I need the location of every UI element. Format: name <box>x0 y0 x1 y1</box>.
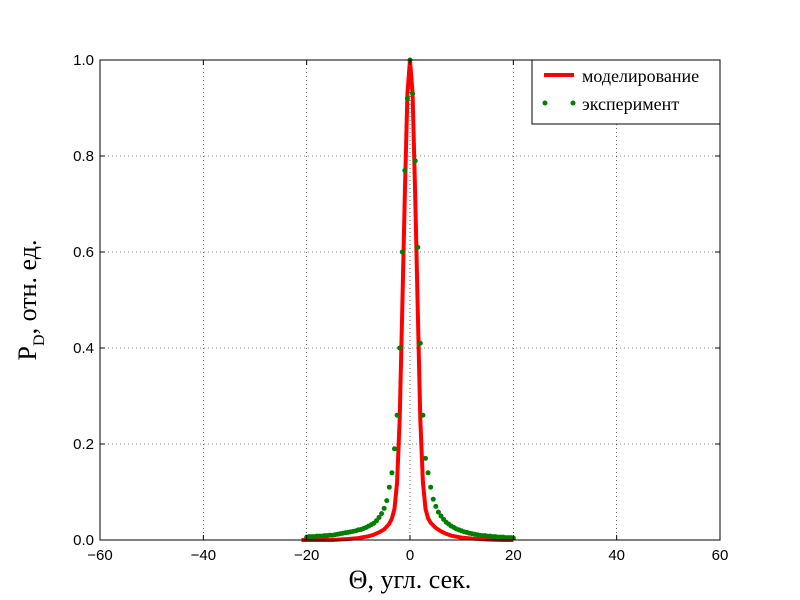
data-point <box>397 345 403 351</box>
data-point <box>417 340 423 346</box>
data-point <box>425 470 431 476</box>
data-point <box>435 509 441 515</box>
series-points-experiment <box>304 57 516 541</box>
data-point <box>389 470 395 476</box>
data-point <box>399 249 405 255</box>
data-point <box>394 412 400 418</box>
x-tick-label: 0 <box>406 547 414 564</box>
legend-dot-swatch <box>570 100 576 106</box>
y-tick-label: 0.2 <box>73 436 94 453</box>
legend-dot-swatch <box>542 100 548 106</box>
x-axis-symbol: Θ <box>349 565 368 594</box>
x-tick-label: −20 <box>294 547 319 564</box>
data-point <box>428 484 434 490</box>
data-point <box>392 446 397 452</box>
y-tick-label: 1.0 <box>73 52 94 69</box>
x-tick-label: 40 <box>608 547 625 564</box>
legend: моделирование эксперимент <box>531 59 721 125</box>
x-axis-text: , угл. сек. <box>367 565 471 594</box>
data-point <box>420 412 426 418</box>
x-tick-label: 60 <box>712 547 729 564</box>
y-tick-label: 0.6 <box>73 244 94 261</box>
y-tick-label: 0.4 <box>73 340 94 357</box>
data-point <box>402 167 408 173</box>
y-axis-label: PD, отн. ед. <box>13 240 48 361</box>
x-axis-label: Θ, угл. сек. <box>349 565 472 594</box>
grid <box>100 60 720 540</box>
data-point <box>379 511 385 517</box>
data-point <box>412 158 418 164</box>
series-line-model <box>301 58 514 542</box>
data-point <box>433 503 439 509</box>
data-point <box>381 505 387 511</box>
y-axis-text: , отн. ед. <box>13 240 42 335</box>
data-point <box>404 95 410 101</box>
data-point <box>430 496 436 502</box>
legend-label-experiment: эксперимент <box>582 94 679 114</box>
data-point <box>386 484 392 490</box>
data-point <box>415 244 421 250</box>
ticks: −60 −40 −20 0 20 40 60 0.0 0.2 0.4 0.6 0.8 1.0 <box>73 52 728 564</box>
data-point <box>423 455 428 461</box>
legend-box <box>531 59 721 125</box>
data-point <box>410 91 416 97</box>
y-tick-label: 0.8 <box>73 148 94 165</box>
x-tick-label: 20 <box>505 547 522 564</box>
y-axis-symbol: P <box>13 346 42 360</box>
data-point <box>376 514 382 520</box>
y-tick-label: 0.0 <box>73 532 94 549</box>
x-tick-label: −60 <box>87 547 112 564</box>
x-tick-label: −40 <box>191 547 216 564</box>
series-layer <box>301 57 516 542</box>
data-point <box>384 498 390 504</box>
legend-label-model: моделирование <box>582 66 699 86</box>
y-axis-subscript: D <box>31 334 48 346</box>
